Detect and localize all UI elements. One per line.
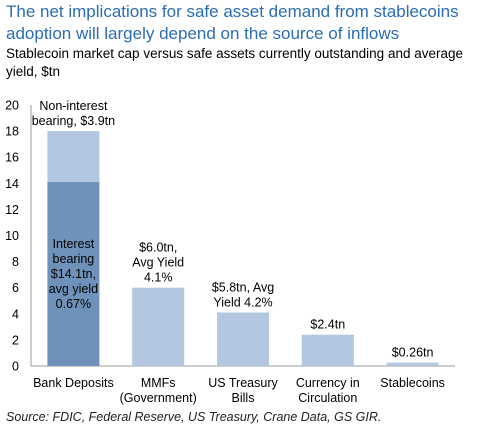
bar-annotation-label: 0.67% xyxy=(56,297,91,311)
bar-annotation-label: avg yield xyxy=(49,282,98,296)
y-tick-label: 18 xyxy=(5,125,19,139)
x-tick-label: Bills xyxy=(232,391,255,405)
y-tick-label: 10 xyxy=(5,229,19,243)
bar-annotation-label: $2.4tn xyxy=(310,318,345,332)
bar-non-interest-bearing xyxy=(301,334,354,366)
x-tick-label: Circulation xyxy=(298,391,357,405)
y-tick-label: 8 xyxy=(12,255,19,269)
x-tick-label: (Government) xyxy=(120,391,197,405)
x-tick-label: Bank Deposits xyxy=(33,376,114,390)
bar-annotation-label: Avg Yield xyxy=(132,256,184,270)
y-tick-label: 16 xyxy=(5,151,19,165)
chart-subtitle: Stablecoin market cap versus safe assets… xyxy=(6,46,464,79)
bar-annotation-label: $6.0tn, xyxy=(139,241,177,255)
bar-non-interest-bearing xyxy=(132,287,185,366)
bar-annotation-label: bearing xyxy=(53,252,95,266)
y-tick-label: 6 xyxy=(12,281,19,295)
bar-non-interest-bearing xyxy=(217,312,269,366)
bar-interest-bearing xyxy=(47,181,100,366)
bar-annotation-label: 4.1% xyxy=(144,271,173,285)
x-tick-label: Stablecoins xyxy=(380,376,445,390)
x-tick-label: Currency in xyxy=(296,376,360,390)
x-tick-label: US Treasury xyxy=(208,376,278,390)
bar-annotation-label: $5.8tn, Avg xyxy=(212,280,274,294)
y-tick-label: 20 xyxy=(5,99,19,113)
bar-annotation-label: Interest xyxy=(53,237,95,251)
y-tick-label: 4 xyxy=(12,307,19,321)
bar-annotation-label: Non-interest xyxy=(39,99,108,113)
bar-non-interest-bearing xyxy=(47,131,100,182)
y-tick-label: 0 xyxy=(12,360,19,374)
bar-annotation-label: $0.26tn xyxy=(392,346,434,360)
y-tick-labels: 0 2 4 6 8 10 12 14 16 18 20 xyxy=(5,99,19,374)
y-tick-label: 14 xyxy=(5,177,19,191)
y-tick-label: 2 xyxy=(12,333,19,347)
source-note: Source: FDIC, Federal Reserve, US Treasu… xyxy=(6,410,382,424)
y-tick-label: 12 xyxy=(5,203,19,217)
chart-title: The net implications for safe asset dema… xyxy=(6,2,459,43)
bar-non-interest-bearing xyxy=(386,362,439,366)
bar-annotation-label: $14.1tn, xyxy=(51,267,96,281)
bars xyxy=(47,131,439,366)
x-tick-labels: Bank Deposits MMFs(Government) US Treasury… xyxy=(33,376,445,405)
bar-annotation-label: bearing, $3.9tn xyxy=(32,114,115,128)
x-tick-label: MMFs xyxy=(141,376,176,390)
bar-annotation-label: Yield 4.2% xyxy=(213,295,272,309)
